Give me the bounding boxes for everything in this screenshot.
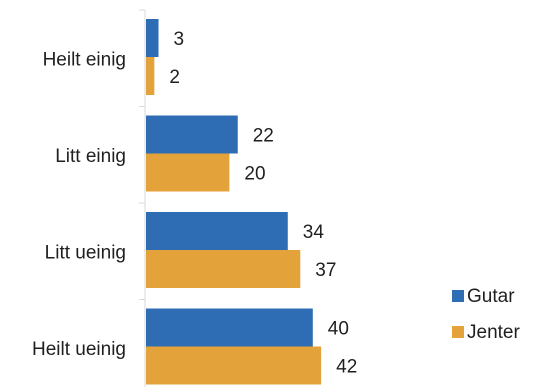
legend-swatch-jenter xyxy=(452,326,464,338)
data-label: 2 xyxy=(169,67,180,88)
legend-label-gutar: Gutar xyxy=(467,286,515,307)
data-label: 42 xyxy=(336,357,357,378)
bar-jenter xyxy=(146,57,155,95)
data-label: 40 xyxy=(328,319,349,340)
category-label: Litt einig xyxy=(55,146,126,167)
category-label: Heilt einig xyxy=(43,49,126,70)
bar-gutar xyxy=(146,308,313,347)
bars-layer xyxy=(146,19,322,385)
category-label: Litt ueinig xyxy=(45,242,126,263)
axis-layer xyxy=(139,9,146,392)
bar-jenter xyxy=(146,153,230,192)
bar-jenter xyxy=(146,346,322,385)
bar-jenter xyxy=(146,250,301,288)
legend-label-jenter: Jenter xyxy=(467,322,520,343)
data-label: 20 xyxy=(244,164,265,185)
legend-swatch-gutar xyxy=(452,290,464,302)
data-label: 22 xyxy=(253,126,274,147)
bar-gutar xyxy=(146,115,238,154)
bar-gutar xyxy=(146,19,159,57)
legend: Gutar Jenter xyxy=(452,286,520,343)
category-label: Heilt ueinig xyxy=(32,339,126,360)
labels-layer: Heilt einig 3 2 Litt einig 22 20 Litt ueinig 34… xyxy=(32,29,357,378)
bar-gutar xyxy=(146,212,288,250)
data-label: 37 xyxy=(315,260,336,281)
data-label: 34 xyxy=(303,222,325,243)
data-label: 3 xyxy=(174,29,185,50)
